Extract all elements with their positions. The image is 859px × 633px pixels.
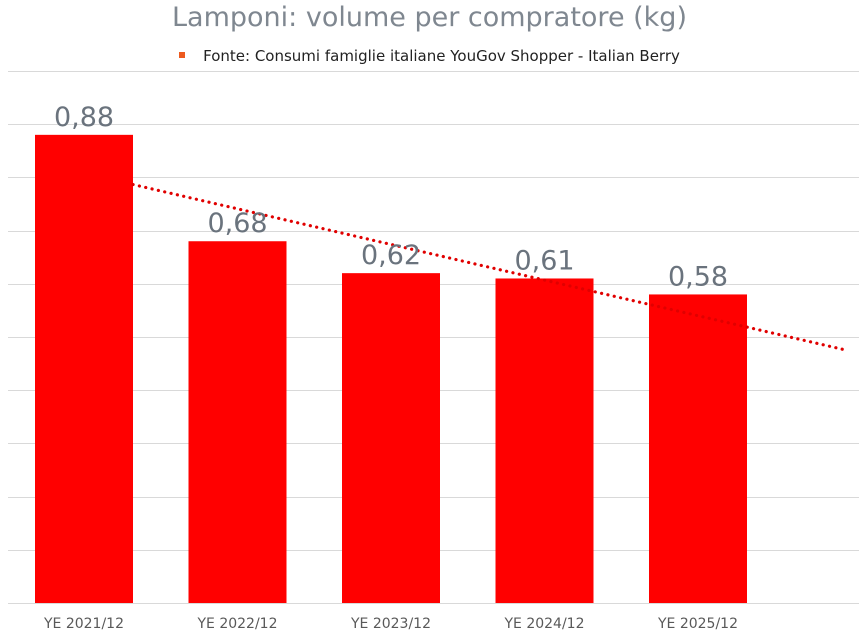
x-tick-label: YE 2025/12 xyxy=(657,616,738,632)
bar-1 xyxy=(35,134,133,603)
data-label: 0,58 xyxy=(668,261,728,292)
bar-4 xyxy=(495,278,594,603)
x-tick-label: YE 2024/12 xyxy=(503,616,584,632)
legend-label: Fonte: Consumi famiglie italiane YouGov … xyxy=(203,47,680,65)
bar-3 xyxy=(342,273,440,603)
x-tick-label: YE 2021/12 xyxy=(43,616,124,632)
data-label: 0,68 xyxy=(207,208,267,239)
data-label: 0,61 xyxy=(514,245,574,276)
bar-5 xyxy=(649,294,747,603)
legend-marker-icon xyxy=(179,51,186,58)
data-label: 0,62 xyxy=(361,240,421,271)
data-label: 0,88 xyxy=(54,102,114,133)
bar-2 xyxy=(188,241,287,604)
x-tick-label: YE 2023/12 xyxy=(350,616,431,632)
x-tick-label: YE 2022/12 xyxy=(196,616,277,632)
chart-title: Lamponi: volume per compratore (kg) xyxy=(172,2,687,33)
trendline xyxy=(131,182,850,353)
legend: Fonte: Consumi famiglie italiane YouGov … xyxy=(0,47,859,65)
